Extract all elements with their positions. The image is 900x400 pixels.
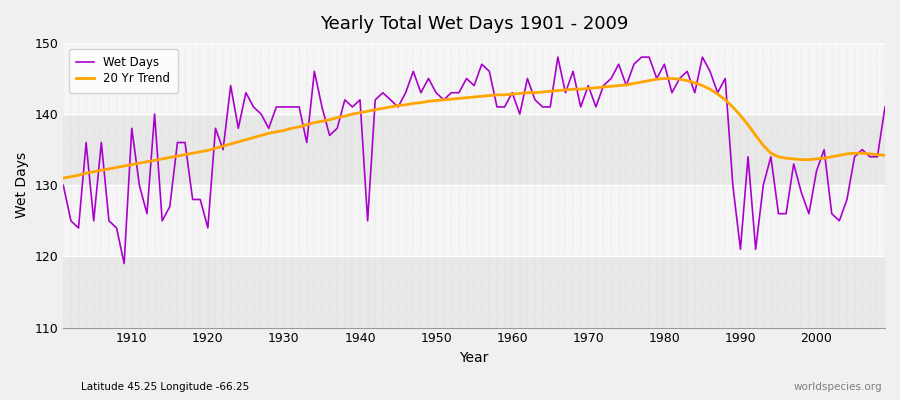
Bar [63,256,885,328]
20 Yr Trend [119,164,130,168]
20 Yr Trend [598,85,609,90]
20 Yr Trend [332,115,343,120]
Wet Days [126,126,137,131]
Wet Days [119,261,130,266]
Line: Wet Days: Wet Days [63,57,885,264]
20 Yr Trend [879,153,890,158]
Legend: Wet Days, 20 Yr Trend: Wet Days, 20 Yr Trend [69,49,177,92]
Y-axis label: Wet Days: Wet Days [15,152,29,218]
Title: Yearly Total Wet Days 1901 - 2009: Yearly Total Wet Days 1901 - 2009 [320,15,628,33]
Wet Days [58,183,68,188]
Wet Days [339,98,350,102]
Text: worldspecies.org: worldspecies.org [794,382,882,392]
Bar [63,114,885,185]
20 Yr Trend [507,92,517,96]
20 Yr Trend [659,76,670,81]
X-axis label: Year: Year [460,351,489,365]
20 Yr Trend [286,126,297,131]
20 Yr Trend [500,92,510,97]
Bar [63,185,885,256]
Wet Days [553,55,563,60]
20 Yr Trend [58,176,68,180]
Wet Days [613,62,624,67]
Wet Days [507,90,517,95]
Wet Days [879,104,890,109]
Line: 20 Yr Trend: 20 Yr Trend [63,78,885,178]
Bar [63,43,885,114]
Wet Days [515,112,526,116]
Text: Latitude 45.25 Longitude -66.25: Latitude 45.25 Longitude -66.25 [81,382,249,392]
Wet Days [293,104,304,109]
